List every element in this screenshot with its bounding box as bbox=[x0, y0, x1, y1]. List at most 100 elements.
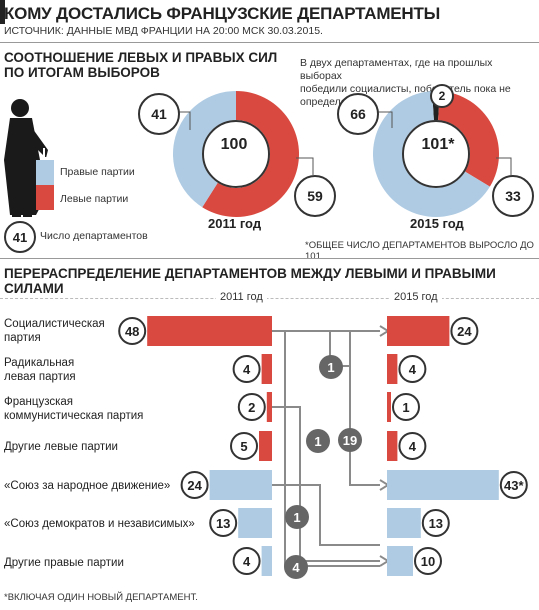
bar-2011-radical-left bbox=[261, 354, 272, 384]
party-label-other-left: Другие левые партии bbox=[4, 441, 118, 453]
divider-top bbox=[0, 42, 539, 43]
donut2015-slice-right bbox=[373, 91, 490, 217]
donut2011-center bbox=[202, 120, 270, 188]
flow-badge-4 bbox=[284, 555, 308, 579]
party-label-communist-line2: коммунистическая партия bbox=[4, 410, 144, 422]
value-2015-other-left: 4 bbox=[409, 439, 417, 454]
bar-2015-communist bbox=[387, 392, 391, 422]
value-2011-udi: 13 bbox=[216, 516, 230, 531]
legend-count-circle: 41 bbox=[4, 221, 36, 253]
party-label-communist-line1: Французская bbox=[4, 396, 74, 408]
year-2015-tag: 2015 год bbox=[390, 291, 442, 303]
donut2011-slice-left bbox=[202, 91, 299, 217]
bar-2015-ump bbox=[387, 470, 499, 500]
flow-badge-value-3: 1 bbox=[293, 510, 300, 525]
value-2015-ump: 43* bbox=[504, 478, 524, 493]
value-2015-communist: 1 bbox=[402, 400, 409, 415]
year-axis-line bbox=[0, 298, 539, 299]
undecided-note-line2: победили социалисты, победитель пока не … bbox=[300, 83, 511, 108]
donut2011-left-leader bbox=[296, 157, 314, 175]
value-circle-2011-other-left bbox=[230, 432, 258, 460]
section1-title: СООТНОШЕНИЕ ЛЕВЫХ И ПРАВЫХ СИЛ ПО ИТОГАМ… bbox=[4, 50, 277, 80]
party-label-other-right: Другие правые партии bbox=[4, 557, 124, 569]
party-label-socialist-line1: Социалистическая bbox=[4, 318, 105, 330]
bar-2011-communist bbox=[266, 392, 272, 422]
bar-2011-ump bbox=[209, 470, 272, 500]
value-2015-udi: 13 bbox=[429, 516, 443, 531]
section1-title-line1: СООТНОШЕНИЕ ЛЕВЫХ И ПРАВЫХ СИЛ bbox=[4, 50, 278, 65]
donut2015-right-value: 66 bbox=[337, 93, 379, 135]
value-circle-2015-communist bbox=[392, 393, 420, 421]
value-circle-2015-ump bbox=[499, 471, 528, 499]
donut2011-total: 100 bbox=[220, 136, 248, 153]
flow-badge-3 bbox=[285, 505, 309, 529]
value-circle-2015-other-left bbox=[398, 432, 427, 460]
party-label-radical-left: Радикальная левая партия bbox=[4, 356, 76, 384]
donut2011-left-value: 59 bbox=[294, 175, 336, 217]
value-circle-2011-socialist bbox=[118, 317, 147, 345]
value-2011-other-left: 5 bbox=[240, 439, 247, 454]
flow-ps-ump bbox=[272, 330, 380, 486]
party-label-radical-left-line1: Радикальная bbox=[4, 357, 75, 369]
donut2015-left-leader bbox=[496, 157, 512, 175]
source-note: ИСТОЧНИК: ДАННЫЕ МВД ФРАНЦИИ НА 20:00 МС… bbox=[4, 25, 323, 37]
value-circle-2011-other-right bbox=[232, 547, 261, 575]
page-title: КОМУ ДОСТАЛИСЬ ФРАНЦУЗСКИЕ ДЕПАРТАМЕНТЫ bbox=[4, 4, 441, 23]
bar-2015-socialist bbox=[387, 316, 450, 346]
flow-arrowhead-2 bbox=[379, 555, 390, 567]
bar-2015-udi bbox=[387, 508, 421, 538]
bar-2011-socialist bbox=[147, 316, 272, 346]
flow-pcf-dvd bbox=[272, 406, 380, 562]
flow-arrowhead-0 bbox=[379, 325, 390, 337]
value-circle-2015-radical-left bbox=[398, 355, 427, 383]
value-circle-2015-udi bbox=[421, 509, 450, 537]
party-label-socialist: Социалистическая партия bbox=[4, 317, 105, 345]
value-2011-radical-left: 4 bbox=[243, 362, 251, 377]
value-2015-socialist: 24 bbox=[457, 324, 472, 339]
donut2015-center bbox=[402, 120, 470, 188]
flow-ps-ps bbox=[272, 330, 380, 367]
flow-ump-dvd bbox=[272, 484, 380, 546]
bar-2011-other-right bbox=[261, 546, 272, 576]
flow-badge-value-0: 1 bbox=[327, 360, 334, 375]
value-circle-2011-udi bbox=[209, 509, 238, 537]
flow-badge-1 bbox=[338, 428, 362, 452]
legend-count-label: Число департаментов bbox=[40, 230, 148, 242]
donut2011-year: 2011 год bbox=[208, 216, 262, 231]
value-circle-2011-radical-left bbox=[232, 355, 261, 383]
donut2015-year: 2015 год bbox=[410, 216, 464, 231]
section1-title-line2: ПО ИТОГАМ ВЫБОРОВ bbox=[4, 65, 160, 80]
party-label-communist: Французская коммунистическая партия bbox=[4, 395, 143, 423]
bar-2015-other-right bbox=[387, 546, 413, 576]
value-2011-ump: 24 bbox=[187, 478, 202, 493]
value-2015-radical-left: 4 bbox=[409, 362, 417, 377]
legend-right-label: Правые партии bbox=[60, 166, 135, 178]
flow-badge-value-4: 4 bbox=[292, 560, 300, 575]
donut2011-right-value: 41 bbox=[138, 93, 180, 135]
value-2015-other-right: 10 bbox=[421, 554, 435, 569]
flow-badge-value-2: 1 bbox=[314, 434, 321, 449]
undecided-note-line1: В двух департаментах, где на прошлых выб… bbox=[300, 57, 493, 82]
flow-badge-0 bbox=[319, 355, 343, 379]
donut2015-undecided-value: 2 bbox=[430, 84, 454, 108]
value-circle-2015-other-right bbox=[414, 547, 442, 575]
value-circle-2011-communist bbox=[237, 393, 266, 421]
year-2011-tag: 2011 год bbox=[216, 291, 267, 303]
value-2011-socialist: 48 bbox=[125, 324, 139, 339]
value-2011-communist: 2 bbox=[248, 400, 255, 415]
divider-mid bbox=[0, 258, 539, 259]
legend-left-label: Левые партии bbox=[60, 193, 129, 205]
party-label-ump: «Союз за народное движение» bbox=[4, 480, 171, 492]
bar-2015-other-left bbox=[387, 431, 398, 461]
value-2011-other-right: 4 bbox=[243, 554, 251, 569]
party-label-udi: «Союз демократов и независимых» bbox=[4, 518, 195, 530]
donut2015-total: 101* bbox=[421, 136, 455, 153]
value-circle-2015-socialist bbox=[450, 317, 479, 345]
title-accent-bar bbox=[0, 0, 5, 24]
bar-2015-radical-left bbox=[387, 354, 398, 384]
flow-arrowhead-1 bbox=[379, 479, 390, 491]
bottom-footnote: *ВКЛЮЧАЯ ОДИН НОВЫЙ ДЕПАРТАМЕНТ. bbox=[4, 592, 198, 603]
flow-badge-2 bbox=[306, 429, 330, 453]
undecided-note: В двух департаментах, где на прошлых выб… bbox=[300, 57, 536, 109]
section2-title: ПЕРЕРАСПРЕДЕЛЕНИЕ ДЕПАРТАМЕНТОВ МЕЖДУ ЛЕ… bbox=[4, 266, 496, 296]
